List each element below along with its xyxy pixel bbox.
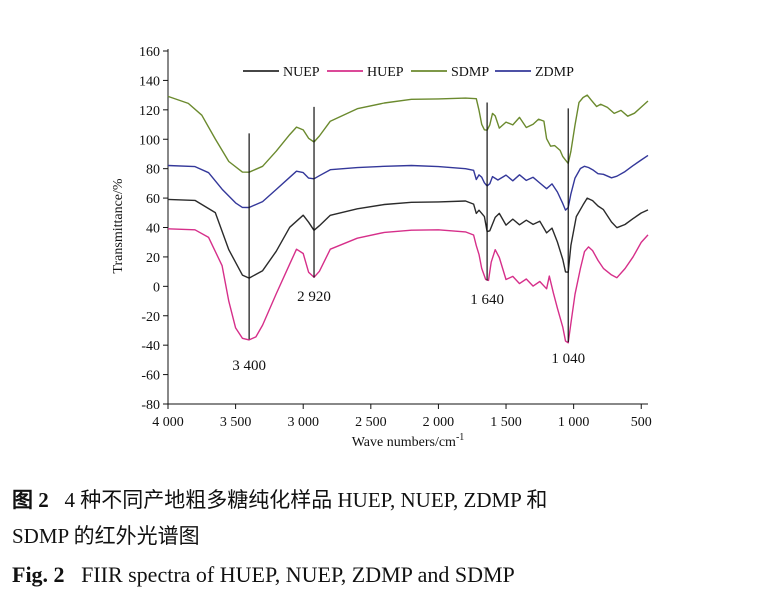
caption-en-label: Fig. 2: [12, 562, 65, 587]
peak-label-1040: 1 040: [551, 351, 585, 367]
legend-label-huep: HUEP: [367, 65, 404, 80]
x-axis-label-superscript: -1: [456, 432, 464, 443]
series-layer: [167, 94, 649, 344]
ftir-chart: 160 140 120 100 80 60 40 20 0 -20 -40 -60 -80 4 000 3 …: [111, 45, 652, 450]
y-tick-label: -60: [141, 369, 160, 384]
caption-cn-line1: 图 2 4 种不同产地粗多糖纯化样品 HUEP, NUEP, ZDMP 和: [12, 484, 547, 514]
chart-legend: NUEP HUEP SDMP ZDMP: [243, 65, 574, 80]
y-tick-label: -80: [141, 398, 160, 413]
y-tick-label: 100: [139, 133, 160, 148]
x-tick-label: 3 000: [287, 415, 319, 430]
peak-label-2920: 2 920: [297, 289, 331, 305]
y-tick-label: -20: [141, 310, 160, 325]
caption-en: Fig. 2 FIIR spectra of HUEP, NUEP, ZDMP …: [12, 562, 515, 588]
y-axis-label: Transmittance/%: [111, 178, 126, 273]
legend-label-nuep: NUEP: [283, 65, 320, 80]
y-tick-label: -40: [141, 339, 160, 354]
series-sdmp-line: [167, 94, 649, 173]
y-tick-label: 0: [153, 280, 160, 295]
caption-cn-label: 图 2: [12, 488, 49, 512]
x-axis-label-text: Wave numbers/cm: [352, 435, 456, 450]
annotation-layer: 3 400 2 920 1 640 1 040: [232, 102, 585, 374]
y-tick-label: 60: [146, 192, 160, 207]
caption-cn-text1: 4 种不同产地粗多糖纯化样品 HUEP, NUEP, ZDMP 和: [64, 488, 548, 512]
y-tick-label: 20: [146, 251, 160, 266]
peak-label-1640: 1 640: [470, 292, 504, 308]
x-tick-label: 1 000: [558, 415, 590, 430]
legend-label-sdmp: SDMP: [451, 65, 489, 80]
series-zdmp-line: [167, 154, 649, 211]
x-tick-label: 4 000: [152, 415, 184, 430]
x-tick-label: 3 500: [220, 415, 252, 430]
caption-en-text: FIIR spectra of HUEP, NUEP, ZDMP and SDM…: [81, 562, 515, 587]
caption-cn-text2: SDMP 的红外光谱图: [12, 524, 200, 548]
x-tick-label: 2 000: [423, 415, 455, 430]
y-tick-label: 140: [139, 74, 160, 89]
y-tick-label: 160: [139, 45, 160, 60]
chart-axes: 160 140 120 100 80 60 40 20 0 -20 -40 -60 -80 4 000 3 …: [139, 45, 652, 430]
series-huep-line: [167, 228, 649, 344]
y-tick-label: 120: [139, 104, 160, 119]
series-nuep-line: [167, 197, 649, 279]
legend-label-zdmp: ZDMP: [535, 65, 574, 80]
x-tick-label: 1 500: [490, 415, 522, 430]
x-tick-label: 2 500: [355, 415, 387, 430]
caption-cn-line2: SDMP 的红外光谱图: [12, 520, 200, 550]
peak-label-3400: 3 400: [232, 358, 266, 374]
x-tick-label: 500: [631, 415, 652, 430]
y-tick-label: 40: [146, 222, 160, 237]
y-tick-label: 80: [146, 163, 160, 178]
x-axis-label: Wave numbers/cm-1: [352, 432, 465, 450]
